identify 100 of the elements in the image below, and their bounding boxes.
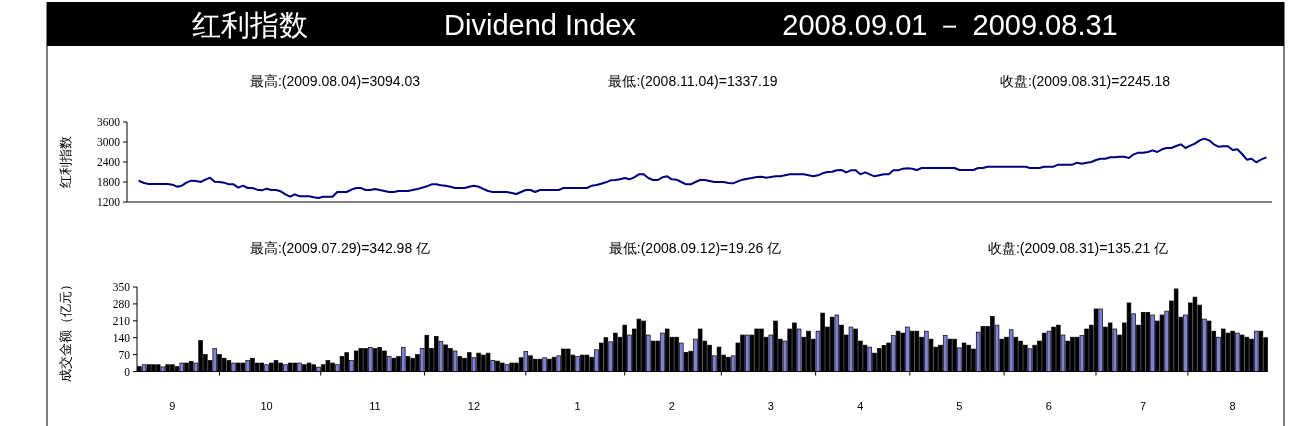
x-tick-label: 9: [169, 399, 176, 412]
bar: [1140, 312, 1146, 372]
bar: [306, 362, 312, 372]
bar: [1206, 320, 1212, 372]
bar: [909, 330, 915, 372]
x-tick-label: 4: [857, 399, 864, 412]
bar: [961, 342, 967, 372]
y-tick-label: 3000: [97, 136, 121, 148]
x-tick-label: 8: [1229, 399, 1236, 412]
bar: [160, 366, 166, 372]
x-tick-label: 2: [668, 399, 675, 412]
y-tick-label: 280: [112, 297, 131, 310]
x-tick-label: 5: [956, 399, 963, 412]
bar: [499, 362, 505, 372]
bar: [452, 350, 458, 372]
bar: [551, 356, 557, 372]
bar: [287, 362, 293, 372]
text: 最高:(2009.07.29)=342.98 亿: [249, 240, 431, 256]
bar: [155, 364, 161, 372]
bar: [391, 357, 397, 372]
bar: [829, 316, 835, 372]
bar: [848, 326, 854, 372]
x-tick-label: 11: [369, 399, 381, 412]
bar: [273, 360, 279, 372]
bar: [532, 358, 538, 372]
bar: [895, 330, 901, 372]
text: 2008.09.01 － 2009.08.31: [782, 9, 1118, 41]
text: 最高:(2009.08.04)=3094.03: [249, 73, 421, 89]
bar: [636, 318, 642, 372]
y-axis-title: 成交金额（亿元）: [58, 278, 73, 382]
bar: [240, 362, 246, 372]
bar: [862, 344, 868, 372]
chart-title: 红利指数: [192, 9, 308, 41]
bar: [867, 346, 873, 372]
y-tick-label: 210: [112, 314, 131, 327]
bar: [834, 314, 840, 372]
text: 收盘:(2009.08.31)=135.21 亿: [987, 240, 1169, 256]
bar: [485, 352, 491, 372]
bar: [537, 358, 543, 372]
bar: [1126, 302, 1132, 372]
bar: [1093, 308, 1099, 372]
bar: [1173, 288, 1179, 372]
bar: [1008, 329, 1014, 372]
bar: [1046, 330, 1052, 372]
bar: [876, 348, 882, 372]
bar: [980, 326, 986, 372]
x-tick-label: 10: [260, 399, 273, 412]
y-tick-label: 1800: [97, 176, 121, 188]
bar: [942, 335, 948, 372]
bar: [292, 362, 298, 372]
y-tick-label: 350: [112, 281, 131, 293]
bar: [1074, 336, 1080, 372]
bar: [141, 364, 147, 372]
bar: [372, 348, 378, 372]
bar: [1239, 334, 1245, 372]
bar: [697, 328, 703, 372]
bar: [1253, 330, 1259, 372]
text: 收盘:(2009.08.31)=2245.18: [999, 73, 1171, 89]
bar: [226, 360, 232, 372]
x-tick-label: 1: [574, 399, 581, 412]
bar: [353, 350, 359, 372]
bar: [947, 338, 953, 372]
bar: [438, 340, 444, 372]
x-tick-label: 3: [767, 399, 774, 412]
bar: [603, 337, 609, 372]
bar: [565, 348, 571, 372]
bar: [881, 345, 887, 372]
y-tick-label: 1200: [97, 196, 121, 208]
bar: [914, 330, 920, 372]
bar: [1258, 330, 1264, 372]
bar: [1041, 332, 1047, 372]
bar: [259, 362, 265, 372]
bar: [325, 360, 331, 372]
bar: [504, 364, 510, 372]
bar: [254, 362, 260, 372]
y-tick-label: 140: [112, 331, 131, 344]
x-tick-label: 7: [1140, 399, 1147, 412]
y-tick-label: 3600: [97, 116, 121, 128]
y-tick-label: 2400: [97, 156, 121, 168]
bar: [424, 334, 430, 372]
bar: [174, 366, 180, 372]
bar: [320, 364, 326, 372]
y-tick-label: 70: [118, 348, 131, 361]
bar: [1192, 296, 1198, 372]
bar: [523, 351, 529, 372]
bar: [339, 356, 345, 372]
bar: [1159, 314, 1165, 372]
x-tick-label: 12: [467, 399, 481, 412]
text: 最低:(2008.09.12)=19.26 亿: [608, 240, 782, 256]
bar: [358, 348, 364, 372]
bar: [1244, 336, 1250, 372]
bar: [1225, 332, 1231, 372]
y-axis-title: 红利指数: [58, 136, 73, 188]
x-tick-label: 6: [1045, 399, 1052, 412]
text: 最低:(2008.11.04)=1337.19: [608, 73, 778, 89]
bar: [221, 357, 227, 372]
bar: [584, 354, 590, 372]
bar: [664, 328, 670, 372]
bar: [146, 364, 152, 372]
chart-subtitle: Dividend Index: [444, 9, 637, 41]
